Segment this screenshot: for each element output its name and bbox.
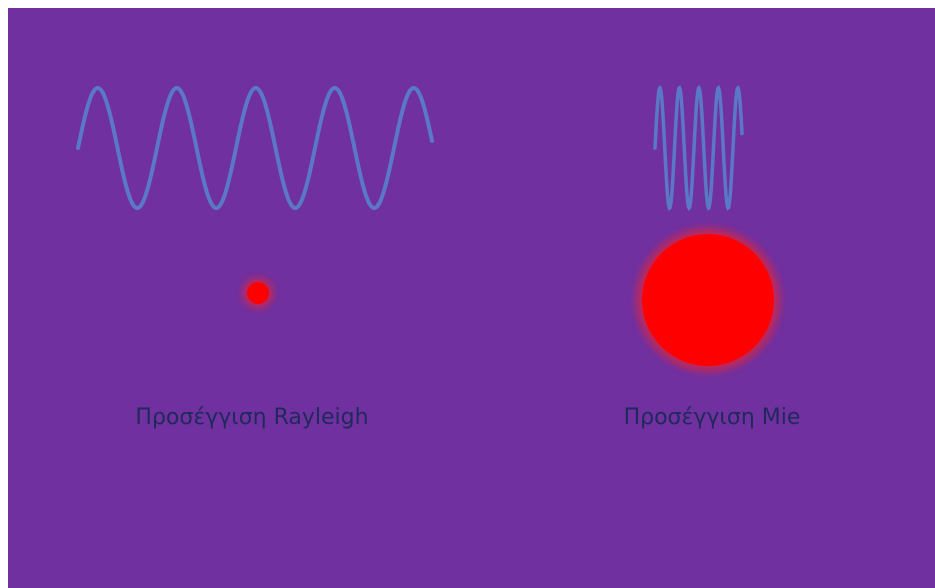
mie-label: Προσέγγιση Mie bbox=[624, 405, 801, 430]
short-wave bbox=[653, 85, 744, 211]
long-wave bbox=[76, 86, 434, 210]
background bbox=[8, 8, 935, 588]
large-particle bbox=[642, 234, 774, 366]
small-particle bbox=[247, 282, 269, 304]
rayleigh-label: Προσέγγιση Rayleigh bbox=[135, 405, 368, 430]
